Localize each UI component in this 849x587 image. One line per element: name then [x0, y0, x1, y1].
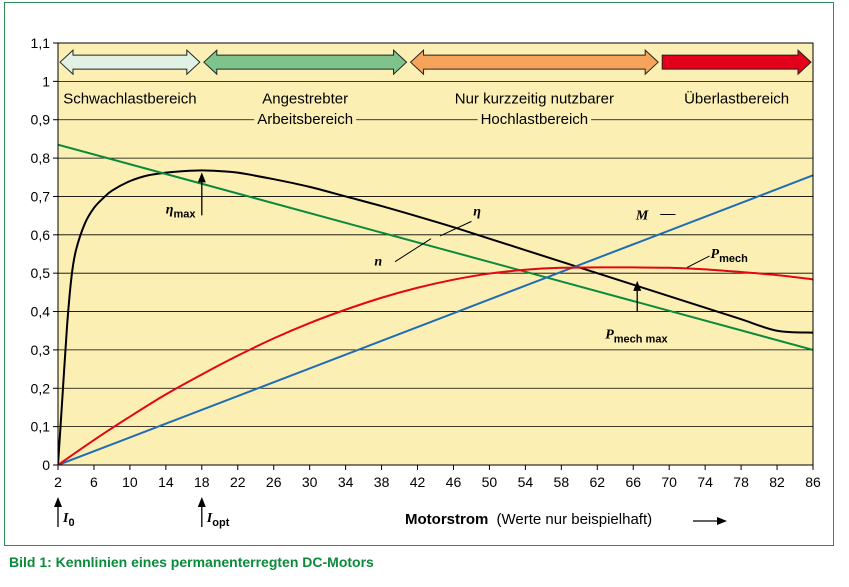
m-curve-label: M [635, 208, 649, 223]
y-tick-label: 0,5 [31, 265, 51, 281]
chart-frame: Schwachlastbereich Angestrebter Arbeitsber… [4, 2, 834, 546]
x-tick-label: 82 [769, 474, 785, 490]
x-axis-label-arrowhead [717, 517, 727, 525]
region-label: Hochlastbereich [481, 111, 589, 128]
series-line [58, 143, 813, 351]
eta-curve-label: η [473, 205, 481, 220]
x-tick-label: 14 [158, 474, 174, 490]
x-axis-label: Motorstrom (Werte nur beispielhaft) [405, 511, 727, 528]
region-label-bg [259, 89, 352, 108]
region-arrow [59, 49, 201, 76]
y-tick-label: 1,1 [31, 35, 51, 51]
plot-background [58, 43, 813, 465]
y-tick-label: 0,1 [31, 419, 51, 435]
x-tick-label: 26 [266, 474, 282, 490]
region-arrow [409, 49, 659, 76]
y-axis-ticks: 0 0,1 0,2 0,3 0,4 0,5 0,6 0,7 0,8 0,9 1 1,1 [31, 35, 58, 473]
series-lines [58, 143, 813, 465]
y-tick-label: 0 [42, 457, 50, 473]
n-leader [394, 238, 432, 263]
x-tick-label: 62 [589, 474, 605, 490]
annotations: ηmax Pmech max η n M Pmech I0 Iopt [54, 172, 748, 529]
i0-label: I0 [62, 511, 75, 529]
x-tick-label: 42 [410, 474, 426, 490]
region-arrow [203, 49, 408, 76]
region-arrow [661, 49, 812, 76]
series-line [58, 169, 813, 465]
x-axis-label-bold: Motorstrom [405, 511, 488, 528]
x-tick-label: 18 [194, 474, 210, 490]
region-label-bg [681, 89, 793, 108]
region-label: Überlastbereich [684, 90, 789, 108]
x-axis-ticks: 2 6 10 14 18 22 26 30 34 38 42 46 50 54 58 62 66 70 74 78 82… [54, 465, 821, 490]
chart-svg: Schwachlastbereich Angestrebter Arbeitsber… [31, 35, 821, 529]
x-tick-label: 38 [374, 474, 390, 490]
x-tick-label: 54 [518, 474, 534, 490]
x-tick-label: 10 [122, 474, 138, 490]
x-tick-label: 70 [661, 474, 677, 490]
y-tick-label: 0,7 [31, 188, 51, 204]
p-mech-max-arrow-head [633, 280, 642, 291]
x-tick-label: 22 [230, 474, 246, 490]
region-label: Schwachlastbereich [63, 91, 196, 108]
eta-leader [439, 220, 472, 237]
y-tick-label: 0,4 [31, 304, 51, 320]
y-tick-label: 0,3 [31, 342, 51, 358]
region-label: Angestrebter [262, 91, 348, 108]
x-tick-label: 74 [697, 474, 713, 490]
y-tick-label: 0,2 [31, 380, 51, 396]
region-label-bg [254, 109, 357, 128]
p-mech-curve-label: Pmech [711, 247, 749, 265]
series-line [58, 174, 813, 465]
eta-max-arrow-head [197, 172, 206, 183]
figure-caption: Bild 1: Kennlinien eines permanenterregt… [9, 554, 374, 570]
x-tick-label: 46 [446, 474, 462, 490]
y-tick-label: 0,6 [31, 227, 51, 243]
series-line [58, 266, 813, 465]
region-label-bg [451, 89, 617, 108]
eta-max-label: ηmax [166, 202, 197, 220]
iopt-label: Iopt [206, 511, 230, 529]
p-mech-leader [686, 255, 710, 268]
region-label-bg [60, 89, 200, 108]
y-tick-label: 1 [42, 73, 50, 89]
p-mech-max-label: Pmech max [605, 327, 668, 345]
plot-border [57, 42, 814, 466]
x-tick-label: 58 [554, 474, 570, 490]
region-label-bg [477, 109, 592, 128]
x-tick-label: 30 [302, 474, 318, 490]
n-curve-label: n [374, 255, 382, 270]
iopt-arrow-head [197, 497, 206, 507]
region-label: Nur kurzzeitig nutzbarer [455, 91, 614, 108]
x-tick-label: 6 [90, 474, 98, 490]
x-tick-label: 78 [733, 474, 749, 490]
region-label: Arbeitsbereich [257, 111, 353, 128]
x-tick-label: 34 [338, 474, 354, 490]
x-tick-label: 86 [805, 474, 821, 490]
y-tick-label: 0,8 [31, 150, 51, 166]
svg-text:Motorstrom (Werte nur: Motorstrom (Werte nur beispielhaft) [405, 511, 652, 528]
x-axis-label-note: (Werte nur beispielhaft) [497, 511, 653, 528]
i0-arrow-head [54, 497, 62, 507]
x-tick-label: 50 [482, 474, 498, 490]
x-tick-label: 66 [625, 474, 641, 490]
x-tick-label: 2 [54, 474, 62, 490]
load-regions: Schwachlastbereich Angestrebter Arbeitsber… [59, 49, 812, 128]
y-tick-label: 0,9 [31, 112, 51, 128]
